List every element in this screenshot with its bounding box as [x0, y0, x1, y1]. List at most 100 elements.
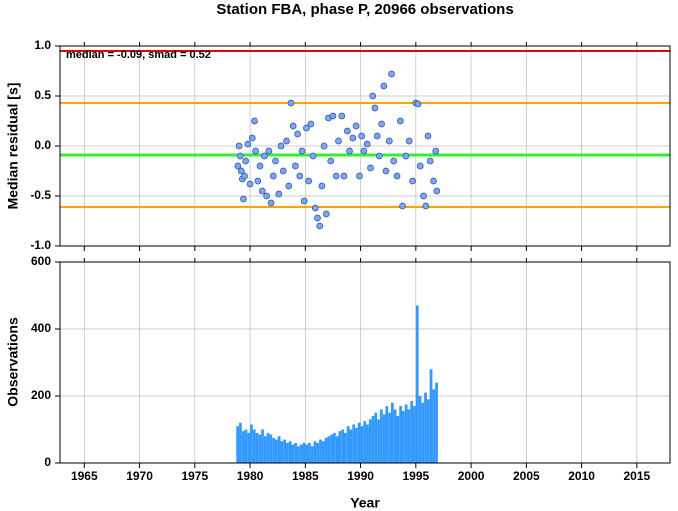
- bar: [291, 444, 295, 463]
- scatter-point: [422, 202, 430, 210]
- scatter-point: [376, 152, 383, 160]
- scatter-point: [416, 162, 424, 170]
- bar: [319, 439, 322, 463]
- scatter-point: [240, 195, 247, 203]
- bar: [352, 424, 356, 463]
- scatter-point: [303, 124, 310, 132]
- bar: [349, 429, 353, 463]
- y-tick-label: 600: [31, 254, 51, 268]
- scatter-point: [309, 152, 317, 160]
- y-tick-label: 0.0: [34, 138, 51, 152]
- bar: [308, 442, 311, 463]
- bar: [324, 437, 328, 463]
- scatter-point: [399, 202, 406, 210]
- scatter-point: [385, 137, 393, 145]
- bar: [258, 434, 262, 463]
- bar: [346, 426, 350, 463]
- bar: [297, 446, 300, 463]
- scatter-point: [335, 137, 342, 145]
- bar: [377, 419, 380, 463]
- bar: [302, 442, 306, 463]
- scatter-point: [327, 157, 335, 165]
- scatter-point: [318, 182, 326, 190]
- bar: [432, 389, 436, 463]
- scatter-point: [258, 187, 266, 195]
- scatter-point: [420, 192, 427, 200]
- bar: [299, 444, 303, 463]
- scatter-point: [307, 120, 315, 128]
- scatter-point: [237, 167, 245, 175]
- bar: [415, 305, 419, 463]
- scatter-point: [346, 147, 353, 155]
- scatter-point: [388, 70, 395, 78]
- bar: [371, 416, 375, 463]
- y-tick-label: 0.5: [34, 88, 51, 102]
- bar: [341, 429, 345, 463]
- scatter-point: [242, 157, 250, 165]
- x-tick-label: 1985: [292, 469, 319, 483]
- bar: [241, 431, 245, 463]
- scatter-point: [356, 172, 363, 180]
- scatter-point: [244, 140, 252, 148]
- bar: [263, 436, 267, 463]
- bar: [390, 402, 394, 463]
- scatter-point: [360, 147, 368, 155]
- scatter-point: [298, 147, 306, 155]
- bar: [288, 441, 292, 463]
- bar: [418, 396, 422, 463]
- x-tick-label: 1995: [402, 469, 429, 483]
- scatter-point: [254, 177, 262, 185]
- scatter-point: [272, 157, 279, 165]
- scatter-point: [338, 112, 346, 120]
- bar: [247, 432, 251, 463]
- bar: [374, 412, 378, 463]
- scatter-point: [289, 122, 297, 130]
- bar: [429, 369, 433, 463]
- bar: [410, 401, 414, 463]
- bar: [313, 441, 317, 463]
- y-tick-label: 1.0: [34, 38, 51, 52]
- bar: [363, 421, 367, 463]
- scatter-point: [349, 134, 357, 142]
- scatter-point: [267, 199, 275, 207]
- bar: [335, 436, 339, 463]
- bar: [407, 409, 411, 463]
- y-tick-label: -0.5: [30, 188, 51, 202]
- scatter-point: [340, 172, 348, 180]
- x-tick-label: 2000: [458, 469, 485, 483]
- scatter-point: [292, 162, 299, 170]
- x-tick-label: 2005: [513, 469, 540, 483]
- bar: [280, 441, 284, 463]
- bar: [327, 436, 331, 463]
- y-tick-label: -1.0: [30, 238, 51, 252]
- plot-frame: [59, 45, 671, 247]
- scatter-point: [371, 104, 379, 112]
- y-axis-label: Median residual [s]: [5, 83, 21, 210]
- y-tick-label: 200: [31, 388, 51, 402]
- scatter-point: [426, 157, 434, 165]
- scatter-point: [296, 172, 304, 180]
- scatter-point: [316, 222, 324, 230]
- bar: [321, 441, 325, 463]
- scatter-point: [433, 187, 441, 195]
- bar: [310, 446, 314, 463]
- bar: [305, 444, 309, 463]
- scatter-point: [424, 132, 432, 140]
- scatter-point: [256, 162, 264, 170]
- bar: [255, 432, 259, 463]
- bar: [332, 432, 336, 463]
- scatter-point: [409, 177, 416, 185]
- scatter-point: [300, 197, 308, 205]
- scatter-point: [234, 162, 242, 170]
- annotation: median = -0.09, smad = 0.52: [66, 49, 211, 61]
- bar: [393, 409, 397, 463]
- scatter-point: [311, 204, 319, 212]
- scatter-point: [261, 152, 268, 160]
- bar: [236, 426, 240, 463]
- bar: [269, 434, 273, 463]
- bar: [274, 439, 278, 463]
- bar: [338, 431, 342, 463]
- scatter-point: [263, 192, 270, 200]
- bar: [330, 434, 333, 463]
